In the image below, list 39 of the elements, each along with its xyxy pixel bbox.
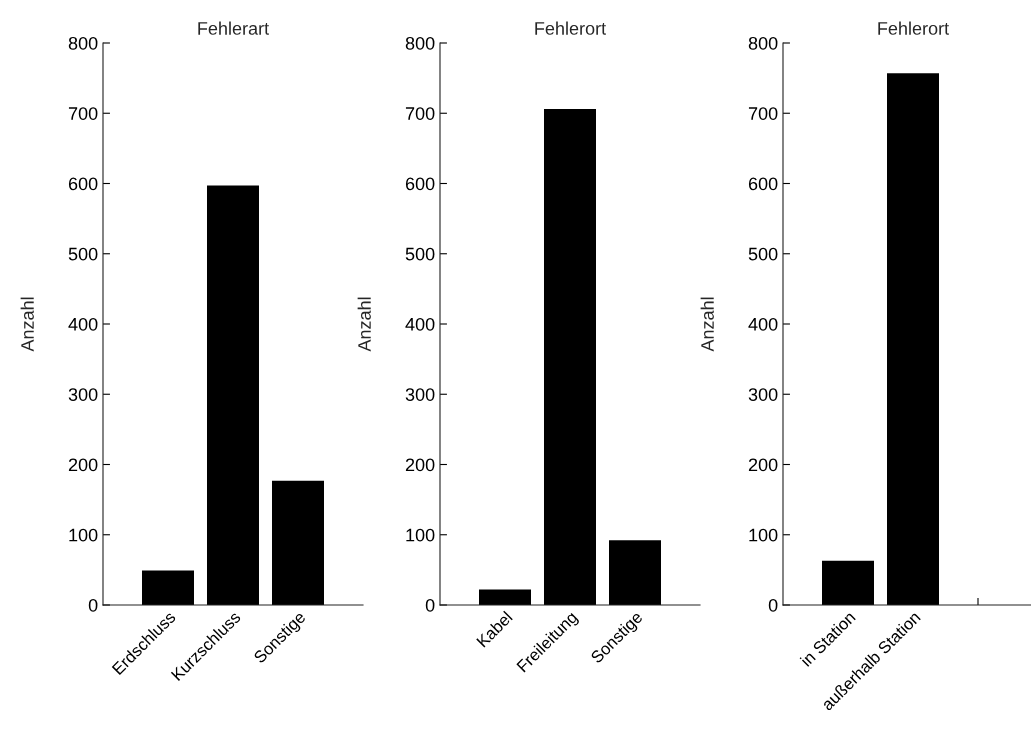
y-tick-label: 700 xyxy=(405,107,435,120)
y-axis-title: Anzahl xyxy=(357,297,371,352)
y-tick-label: 500 xyxy=(405,247,435,261)
y-tick-label: 700 xyxy=(748,107,778,120)
y-tick-label: 300 xyxy=(405,388,435,401)
y-axis-title: Anzahl xyxy=(20,297,34,352)
y-tick-label: 200 xyxy=(405,458,435,472)
y-tick-label: 200 xyxy=(68,458,98,472)
y-tick-label: 800 xyxy=(405,36,435,50)
bar xyxy=(272,480,324,605)
y-tick-label: 0 xyxy=(768,598,778,612)
chart-title: Fehlerart xyxy=(198,21,269,35)
y-tick-label: 800 xyxy=(748,36,778,50)
y-tick-label: 400 xyxy=(405,317,435,331)
y-tick-label: 0 xyxy=(88,598,98,612)
bar xyxy=(479,589,531,605)
y-tick-label: 400 xyxy=(748,317,778,331)
bar xyxy=(609,540,661,605)
y-tick-label: 800 xyxy=(68,36,98,50)
y-tick-label: 0 xyxy=(425,598,435,612)
y-tick-label: 700 xyxy=(68,107,98,120)
y-tick-label: 300 xyxy=(748,388,778,401)
y-tick-label: 600 xyxy=(405,177,435,191)
y-tick-label: 100 xyxy=(406,528,435,542)
y-tick-label: 400 xyxy=(68,317,98,331)
bar xyxy=(544,109,596,605)
y-tick-label: 500 xyxy=(748,247,778,261)
chart-title: Fehlerort xyxy=(535,21,606,35)
bar xyxy=(207,185,259,605)
y-axis-title: Anzahl xyxy=(700,297,714,352)
bar xyxy=(142,570,194,605)
y-tick-label: 100 xyxy=(749,528,778,542)
y-tick-label: 600 xyxy=(68,177,98,191)
y-tick-label: 600 xyxy=(748,177,778,191)
y-tick-label: 100 xyxy=(69,528,98,542)
chart-title: Fehlerort xyxy=(878,21,949,35)
y-tick-label: 500 xyxy=(68,247,98,261)
y-tick-label: 200 xyxy=(748,458,778,472)
y-tick-label: 300 xyxy=(68,388,98,401)
